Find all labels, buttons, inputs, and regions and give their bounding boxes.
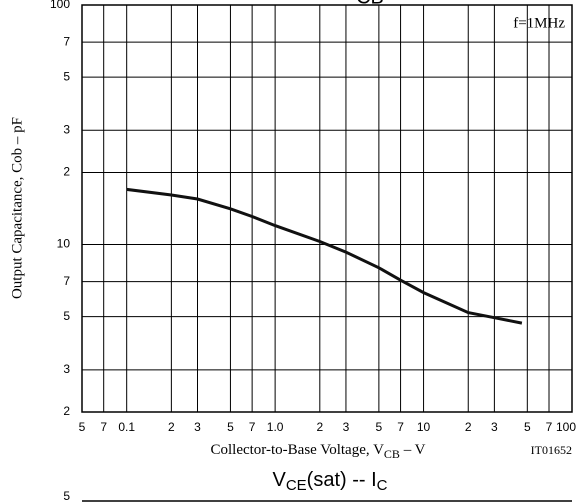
next-title-sub: CE [286, 477, 307, 494]
y-tick-label: 7 [63, 274, 70, 288]
x-tick-label: 100 [556, 420, 576, 434]
next-chart-title: VCE(sat) -- IC [272, 469, 387, 494]
y-tick-label: 10 [57, 237, 71, 251]
title-fragment: CB [356, 0, 384, 8]
figure-code: IT01652 [531, 443, 572, 457]
y-tick-label: 5 [63, 309, 70, 323]
x-tick-label: 2 [168, 420, 175, 434]
x-tick-label: 3 [194, 420, 201, 434]
x-tick-label: 5 [227, 420, 234, 434]
y-axis-label: Output Capacitance, Cob – pF [9, 117, 25, 299]
plot-border [81, 4, 573, 413]
x-tick-label: 3 [491, 420, 498, 434]
next-title-v: V [272, 469, 286, 491]
x-tick-label: 5 [79, 420, 86, 434]
x-label-suffix: – V [400, 442, 426, 458]
y-tick-label: 5 [63, 69, 70, 83]
annotation: f=1MHz [513, 15, 565, 31]
x-tick-label: 2 [316, 420, 323, 434]
x-label-text: Collector-to-Base Voltage, V [210, 442, 384, 458]
x-tick-label: 3 [343, 420, 350, 434]
next-title-sub: C [377, 477, 388, 494]
y-tick-label: 7 [63, 34, 70, 48]
x-tick-label: 7 [397, 420, 404, 434]
next-title-mid: (sat) -- I [307, 469, 377, 491]
x-tick-label: 10 [417, 420, 431, 434]
curve [126, 187, 523, 325]
next-chart-tick: 5 [63, 489, 70, 503]
y-tick-label: 3 [63, 122, 70, 136]
x-tick-label: 5 [524, 420, 531, 434]
x-tick-label: 7 [100, 420, 107, 434]
x-axis-label: Collector-to-Base Voltage, VCB – V [210, 442, 425, 460]
x-tick-label: 7 [249, 420, 256, 434]
y-tick-label: 3 [63, 362, 70, 376]
x-tick-label: 0.1 [118, 420, 135, 434]
y-tick-label: 100 [50, 0, 70, 11]
x-tick-label: 7 [546, 420, 553, 434]
x-tick-label: 1.0 [267, 420, 284, 434]
y-tick-label: 2 [63, 404, 70, 418]
x-label-sub: CB [384, 447, 400, 461]
y-tick-label: 2 [63, 165, 70, 179]
x-tick-label: 2 [465, 420, 472, 434]
x-tick-label: 5 [376, 420, 383, 434]
